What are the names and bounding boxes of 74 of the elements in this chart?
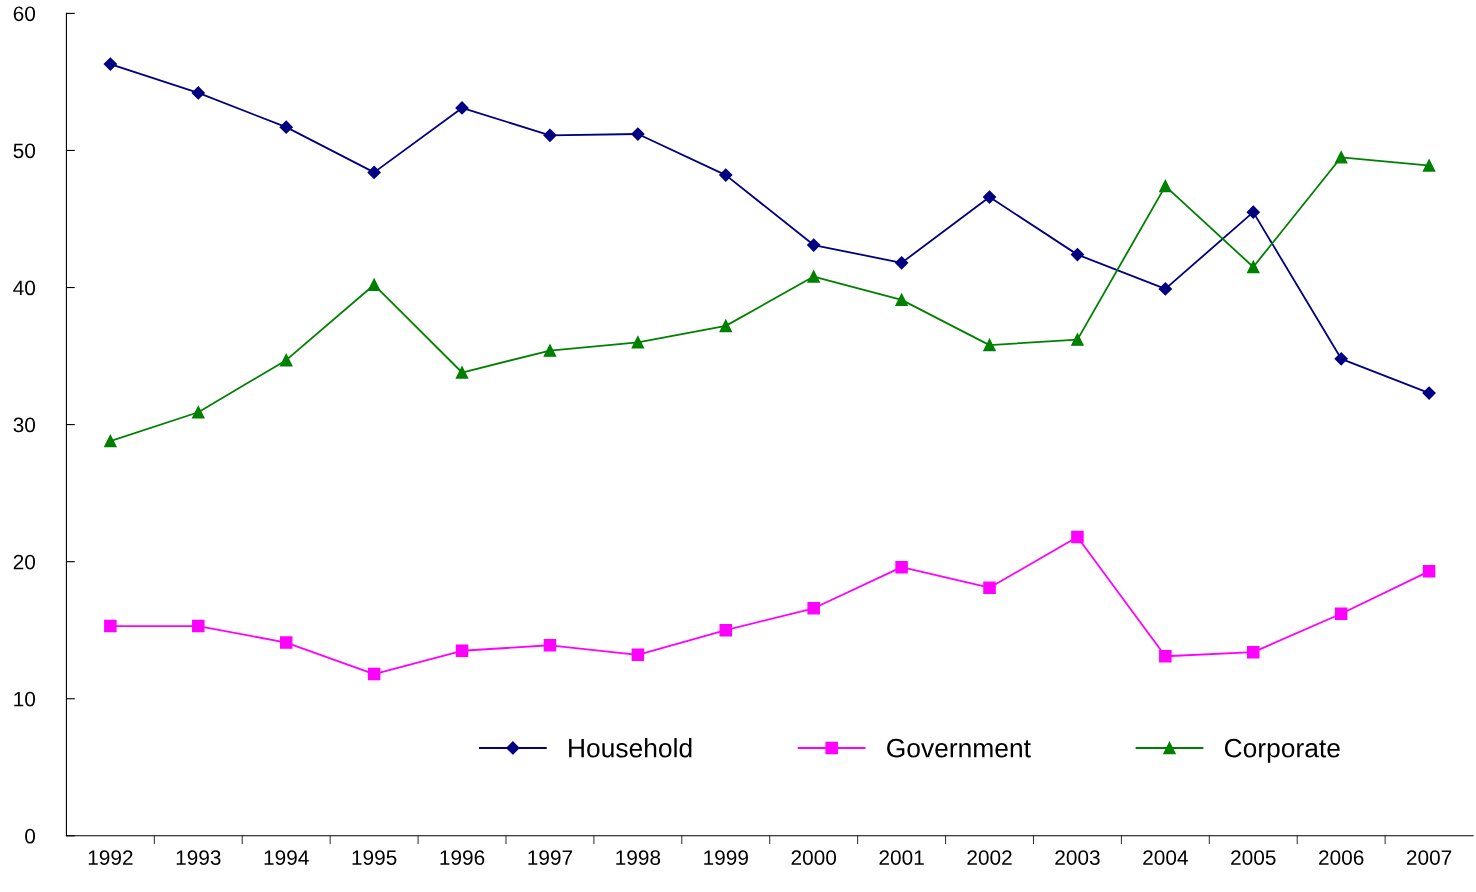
y-tick-label: 60 [13, 6, 36, 22]
x-tick-label: 1999 [704, 850, 748, 865]
point [719, 319, 733, 333]
y-tick-label: 40 [13, 280, 36, 296]
point [631, 127, 645, 141]
point [279, 353, 293, 367]
x-tick-label: 2005 [1231, 850, 1276, 865]
x-tick-label: 1997 [528, 850, 573, 865]
point [1334, 151, 1348, 164]
x-tick-label: 1998 [616, 850, 661, 865]
point [192, 406, 205, 419]
point [1422, 386, 1436, 400]
x-tick-label: 2000 [791, 850, 837, 865]
point [1247, 645, 1260, 659]
point [455, 366, 469, 379]
point [1071, 333, 1084, 346]
point [103, 57, 117, 71]
point [983, 581, 996, 594]
y-tick-label: 0 [25, 828, 36, 844]
legend-label: Household [569, 738, 692, 758]
x-tick-label: 2004 [1143, 850, 1188, 865]
point [543, 344, 557, 357]
point [1158, 282, 1172, 296]
point [631, 648, 645, 662]
point [807, 602, 820, 615]
point [1334, 607, 1348, 621]
x-tick-label: 1994 [264, 850, 309, 865]
point [1334, 352, 1348, 366]
x-tick-label: 2001 [879, 850, 924, 865]
point [719, 168, 733, 182]
x-tick-label: 1993 [176, 850, 221, 865]
point [1159, 179, 1172, 193]
point [455, 644, 469, 658]
point [367, 278, 381, 292]
x-tick-label: 1992 [88, 850, 133, 865]
point [1071, 530, 1084, 544]
y-tick-label: 30 [13, 417, 36, 433]
y-tick-label: 50 [13, 143, 36, 159]
point [104, 434, 117, 448]
point [1070, 248, 1085, 262]
point [1159, 649, 1172, 663]
point [983, 338, 996, 352]
point [1246, 205, 1260, 219]
point [895, 256, 909, 270]
point [279, 120, 293, 134]
x-tick-label: 2002 [967, 850, 1012, 865]
point [104, 619, 117, 633]
point [807, 238, 821, 252]
point [1247, 260, 1260, 274]
point [191, 86, 205, 100]
point [719, 623, 733, 637]
y-tick-label: 20 [13, 554, 36, 570]
point [367, 165, 381, 179]
point [631, 336, 645, 349]
x-tick-label: 2003 [1055, 850, 1100, 865]
y-tick-label: 10 [14, 691, 36, 707]
point [895, 293, 908, 307]
point [455, 101, 469, 115]
point [1422, 159, 1436, 172]
point [895, 560, 908, 574]
x-tick-label: 1996 [440, 850, 485, 865]
point [982, 190, 997, 204]
legend-label: Government [887, 738, 1031, 758]
point [279, 636, 293, 649]
point [367, 667, 381, 681]
point [1422, 565, 1436, 578]
x-tick-label: 2006 [1319, 850, 1364, 865]
x-tick-label: 2007 [1406, 850, 1452, 865]
point [807, 270, 820, 283]
x-tick-label: 1995 [352, 850, 397, 865]
point [543, 639, 557, 652]
point [543, 128, 557, 142]
point [192, 619, 205, 633]
legend-label: Corporate [1224, 738, 1340, 763]
